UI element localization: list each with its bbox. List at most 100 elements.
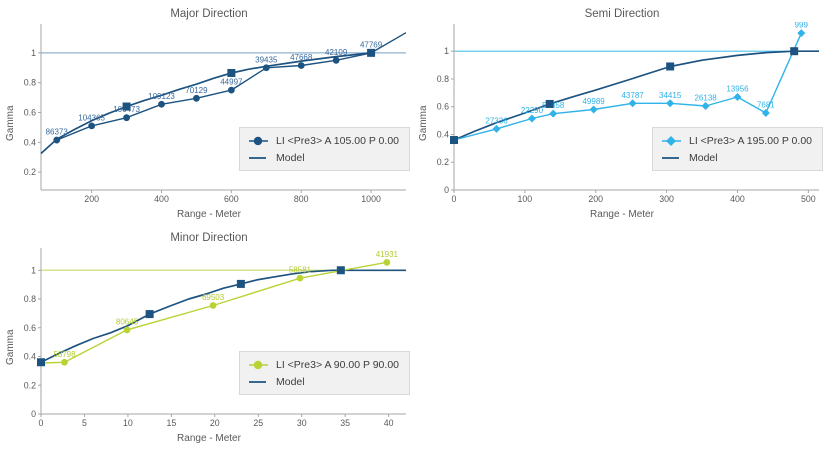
pair-count-label: 58581 — [289, 266, 312, 275]
legend: LI <Pre3> A 105.00 P 0.00 Model — [239, 127, 410, 171]
pair-count-label: 7681 — [757, 100, 775, 109]
chart-title: Minor Direction — [170, 232, 248, 244]
data-point-marker — [589, 105, 598, 114]
series-marker-icon — [248, 359, 270, 371]
data-point-marker — [332, 56, 340, 64]
pair-count-label: 58798 — [53, 350, 76, 359]
pair-count-label: 22290 — [521, 106, 544, 115]
model-range-handle[interactable] — [336, 266, 345, 275]
pair-count-label: 86373 — [46, 128, 69, 137]
pair-count-label: 27336 — [485, 116, 508, 125]
data-point-marker — [262, 64, 270, 72]
x-tick-label: 20 — [210, 418, 220, 428]
data-point-marker — [88, 122, 96, 130]
pair-count-label: 47769 — [360, 40, 383, 49]
model-line-icon — [248, 376, 270, 388]
y-tick-label: 0.6 — [24, 107, 36, 117]
legend: LI <Pre3> A 195.00 P 0.00 Model — [652, 127, 823, 171]
legend-series-label: LI <Pre3> A 90.00 P 90.00 — [276, 358, 399, 371]
legend: LI <Pre3> A 90.00 P 90.00 Model — [239, 351, 410, 395]
model-range-handle[interactable] — [790, 47, 799, 56]
model-line-icon — [661, 152, 683, 164]
plot-wrap: Gamma 0 100 200 300 400 500 0 0.2 0.4 0.6 0.8 1 2733… — [418, 22, 826, 210]
y-axis-label: Gamma — [5, 329, 16, 365]
x-tick-label: 0 — [452, 194, 457, 204]
pair-count-label: 104365 — [78, 113, 105, 122]
model-curve — [40, 52, 372, 155]
model-curve — [40, 269, 406, 364]
chart-semi-direction: Semi Direction Gamma 0 100 200 300 400 500 0 0.… — [418, 3, 826, 225]
model-range-handle[interactable] — [450, 136, 458, 145]
model-range-handle[interactable] — [666, 62, 675, 71]
series-marker-icon — [248, 135, 270, 147]
pair-count-label: 69503 — [202, 293, 225, 302]
y-tick-label: 1 — [31, 48, 36, 58]
x-tick-label: 100 — [518, 194, 533, 204]
y-tick-label: 0.2 — [437, 157, 449, 167]
x-axis-label: Range - Meter — [590, 209, 654, 220]
x-tick-label: 40 — [384, 418, 394, 428]
plot-wrap: Gamma 200 400 600 800 1000 0.2 0.4 0.6 0.8 1 86373… — [5, 22, 413, 210]
x-tick-label: 200 — [588, 194, 603, 204]
legend-item-series: LI <Pre3> A 90.00 P 90.00 — [248, 356, 399, 373]
model-line-icon — [248, 152, 270, 164]
model-range-handle[interactable] — [545, 99, 554, 108]
data-point-marker — [123, 114, 130, 122]
y-tick-label: 1 — [444, 46, 449, 56]
y-axis-label: Gamma — [5, 105, 16, 141]
data-point-marker — [158, 100, 165, 108]
y-tick-label: 0 — [444, 185, 449, 195]
data-point-marker — [209, 302, 217, 309]
x-tick-label: 25 — [253, 418, 263, 428]
model-range-handle[interactable] — [145, 310, 154, 319]
legend-series-label: LI <Pre3> A 195.00 P 0.00 — [689, 134, 812, 147]
model-range-handle[interactable] — [37, 358, 45, 367]
x-tick-label: 400 — [154, 194, 169, 204]
series-marker-icon — [661, 135, 683, 147]
pair-count-label: 43787 — [621, 91, 644, 100]
data-point-marker — [492, 124, 501, 133]
pair-count-label: 47668 — [290, 53, 313, 62]
data-point-marker — [549, 109, 558, 118]
x-tick-label: 400 — [730, 194, 745, 204]
data-point-marker — [227, 86, 235, 94]
pair-count-label: 39435 — [255, 55, 278, 64]
y-axis-label: Gamma — [418, 105, 429, 141]
pair-count-label: 26138 — [694, 94, 717, 103]
x-tick-label: 600 — [224, 194, 239, 204]
pair-count-label: 44997 — [220, 78, 243, 87]
data-point-marker — [53, 136, 61, 144]
pair-count-label: 109123 — [148, 92, 175, 101]
y-tick-label: 0.6 — [24, 323, 36, 333]
x-axis-label: Range - Meter — [177, 433, 241, 444]
legend-model-label: Model — [276, 375, 305, 388]
x-tick-label: 5 — [82, 418, 87, 428]
data-point-marker — [123, 326, 131, 334]
experimental-variogram-line — [40, 261, 388, 364]
pair-count-label: 49989 — [582, 97, 605, 106]
x-tick-label: 200 — [84, 194, 99, 204]
data-point-marker — [761, 108, 770, 117]
model-range-handle[interactable] — [367, 48, 376, 57]
chart-minor-direction: Minor Direction Gamma 0 5 10 15 20 25 30 35 40 0 0… — [5, 227, 413, 449]
data-point-marker — [61, 358, 68, 366]
model-curve — [453, 50, 819, 141]
y-tick-label: 0.4 — [24, 352, 36, 362]
pair-count-label: 13956 — [726, 85, 749, 94]
model-range-handle[interactable] — [227, 68, 236, 77]
x-tick-label: 300 — [659, 194, 674, 204]
diamond-marker-glyph — [666, 135, 676, 146]
y-tick-label: 0.2 — [24, 167, 36, 177]
y-tick-label: 0.8 — [24, 294, 36, 304]
circle-marker-glyph — [253, 360, 263, 369]
legend-model-label: Model — [276, 151, 305, 164]
model-range-handle[interactable] — [122, 102, 131, 111]
model-range-handle[interactable] — [236, 279, 245, 288]
pair-count-label: 34415 — [659, 91, 682, 100]
legend-item-series: LI <Pre3> A 105.00 P 0.00 — [248, 132, 399, 149]
plot-wrap: Gamma 0 5 10 15 20 25 30 35 40 0 0.2 0.4 0.6 0.8 1 5879… — [5, 246, 413, 434]
legend-item-model: Model — [248, 149, 399, 166]
y-tick-label: 0.8 — [24, 78, 36, 88]
plot-area: 0 5 10 15 20 25 30 35 40 0 0.2 0.4 0.6 0.8 1 58798 80645… — [24, 248, 406, 428]
pair-count-label: 41931 — [376, 250, 399, 259]
